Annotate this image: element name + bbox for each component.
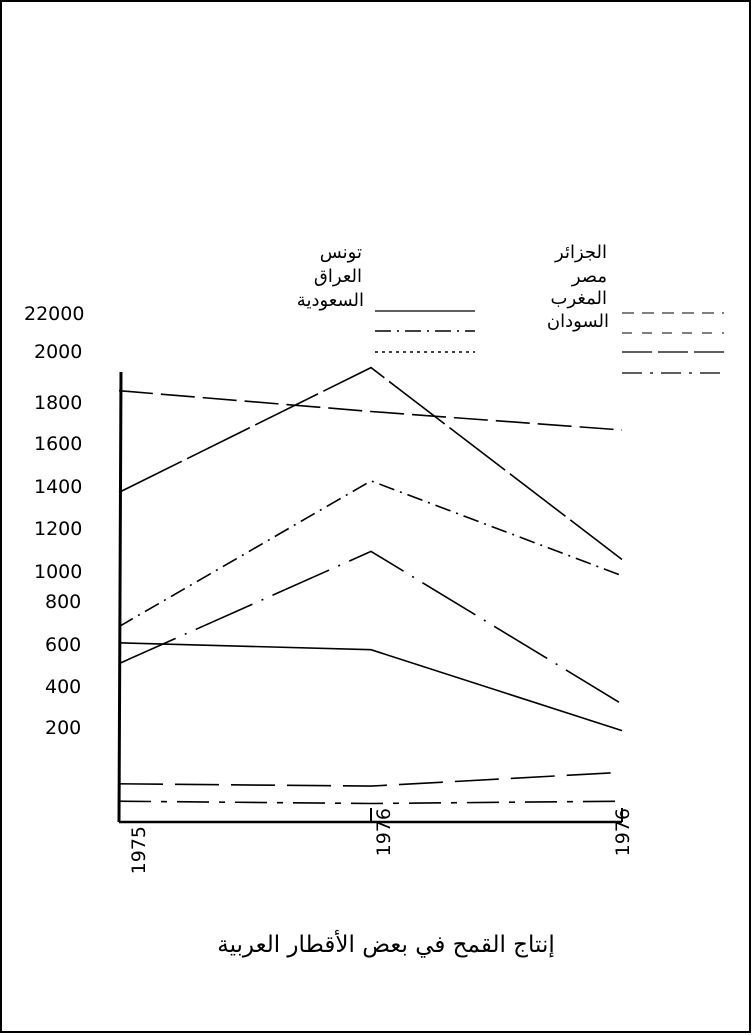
series-line-4 xyxy=(118,550,623,705)
y-tick-label: 1400 xyxy=(34,476,82,498)
series-line-3 xyxy=(118,480,623,628)
legend-label: تونس xyxy=(320,242,362,263)
y-tick-label: 600 xyxy=(45,634,81,656)
y-tick-label: 2000 xyxy=(34,341,82,363)
series-layer xyxy=(118,366,623,805)
series-line-1 xyxy=(118,389,623,431)
x-tick-label: 1976 xyxy=(373,808,395,856)
x-tick-label: 1975 xyxy=(128,826,150,874)
y-tick-label: 1600 xyxy=(34,433,82,455)
legend: تونس العراق السعودية الجزائر مصر المغرب … xyxy=(297,242,724,374)
y-tick-labels: 22000 2000 1800 1600 1400 1200 1000 800 … xyxy=(24,303,84,739)
series-line-6 xyxy=(118,771,623,787)
y-tick-label: 1000 xyxy=(34,561,82,583)
legend-label: السعودية xyxy=(297,290,364,311)
series-line-5 xyxy=(118,642,623,732)
legend-label: السودان xyxy=(547,311,609,332)
legend-label: العراق xyxy=(314,266,362,287)
y-tick-label: 200 xyxy=(45,717,81,739)
series-line-7 xyxy=(118,800,623,805)
y-tick-label: 1800 xyxy=(34,392,82,414)
y-axis xyxy=(117,371,123,823)
x-tick-labels: 1975 1976 1976 xyxy=(128,808,634,874)
legend-label: المغرب xyxy=(551,288,607,309)
chart-title: إنتاج القمح في بعض الأقطار العربية xyxy=(217,930,555,958)
x-tick-label: 1976 xyxy=(612,808,634,856)
y-tick-label: 800 xyxy=(45,591,81,613)
legend-label: مصر xyxy=(571,266,607,287)
y-tick-label: 22000 xyxy=(24,303,84,325)
legend-label: الجزائر xyxy=(554,242,607,263)
series-line-2 xyxy=(118,366,623,561)
y-tick-label: 1200 xyxy=(34,518,82,540)
y-tick-label: 400 xyxy=(45,676,81,698)
